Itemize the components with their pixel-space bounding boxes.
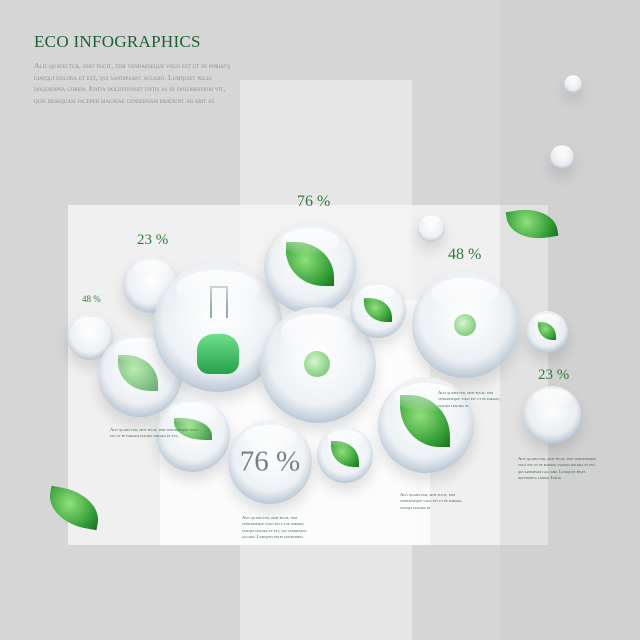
bubble [417,214,445,242]
leaf-icon [331,441,359,467]
caption-text: Alit quatectur, odit fugit, tem vendaese… [242,515,307,540]
leaf-icon [538,322,556,340]
bubble [564,75,582,93]
leaf-bubble [378,377,474,473]
leaf-bubble [156,398,230,472]
small-leaf-bubble [526,311,568,353]
bubble [523,386,581,444]
flask-liquid [197,334,239,374]
percent-label: 48 % [448,246,482,263]
percent-label: 23 % [538,367,570,383]
bubble [550,145,574,169]
atom-core-icon [454,314,476,336]
caption-text: Alit quatectur, odit fugit, tem vendaese… [400,492,462,510]
flask-icon [210,286,228,318]
caption-text: Alit quatectur, odit fugit, tem vendaese… [438,390,500,408]
percent-label: 76 % [297,193,331,210]
page-title: ECO INFOGRAPHICS [34,32,201,51]
bubble-percent-label: 76 % [239,445,301,478]
leaf-bubble [264,222,356,314]
percent-label: 23 % [137,232,169,248]
percent-bubble: 76 % [228,420,312,504]
atom-core-icon [304,351,330,377]
leaf-icon [364,298,392,322]
leaf-bubble [350,282,406,338]
background-panel [500,0,640,640]
leaf-icon [286,242,334,286]
atom-bubble [412,272,518,378]
intro-text: Alit quatectur, odit fugit, tem vendaese… [34,61,231,105]
caption-text: Alit quatectur, odit fugit, tem vendaese… [518,456,597,481]
caption-text: Alit quatectur, odit fugit, tem vendaese… [110,427,198,439]
percent-label: 48 % [82,294,101,304]
leaf-icon [118,355,158,391]
leaf-bubble [317,427,373,483]
